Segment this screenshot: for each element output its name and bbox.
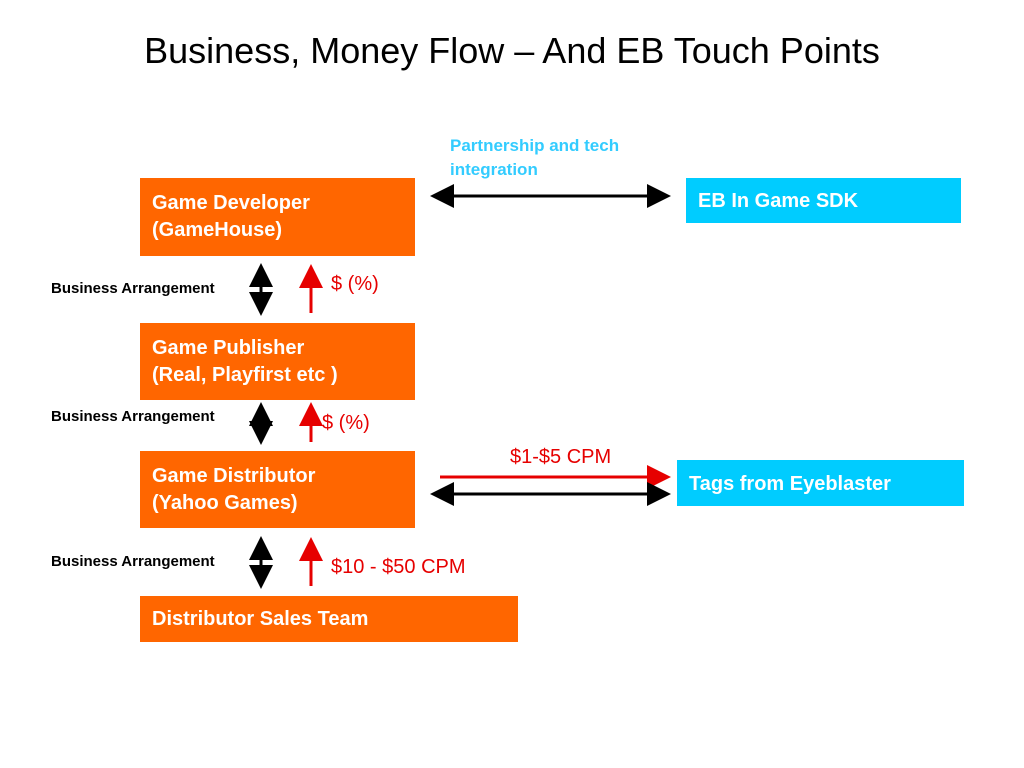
game-distributor-box: Game Distributor (Yahoo Games) [140, 451, 415, 528]
partnership-label-line1: Partnership and tech [450, 136, 620, 155]
eb-in-game-sdk-label: EB In Game SDK [698, 190, 859, 212]
game-developer-name: Game Developer [152, 192, 310, 214]
game-distributor-example: (Yahoo Games) [152, 492, 298, 514]
game-publisher-box: Game Publisher (Real, Playfirst etc ) [140, 323, 415, 400]
money-flow-label-2: $ (%) [322, 412, 370, 434]
money-flow-label-3: $10 - $50 CPM [331, 556, 466, 578]
partnership-label-line2: integration [450, 160, 538, 179]
partnership-label: Partnership and tech integration [450, 134, 619, 182]
game-publisher-name: Game Publisher [152, 337, 305, 359]
game-distributor-name: Game Distributor [152, 465, 316, 487]
cpm-tags-label: $1-$5 CPM [510, 446, 612, 468]
game-publisher-example: (Real, Playfirst etc ) [152, 364, 338, 386]
business-arrangement-label-3: Business Arrangement [51, 553, 215, 570]
business-arrangement-label-2: Business Arrangement [51, 408, 215, 425]
distributor-sales-team-box: Distributor Sales Team [140, 596, 518, 642]
game-developer-example: (GameHouse) [152, 219, 283, 241]
eb-in-game-sdk-box: EB In Game SDK [686, 178, 961, 223]
tags-from-eyeblaster-label: Tags from Eyeblaster [689, 473, 891, 495]
distributor-sales-team-name: Distributor Sales Team [152, 608, 369, 630]
game-developer-box: Game Developer (GameHouse) [140, 178, 415, 256]
slide-title: Business, Money Flow – And EB Touch Poin… [144, 30, 880, 71]
tags-from-eyeblaster-box: Tags from Eyeblaster [677, 460, 964, 506]
business-arrangement-label-1: Business Arrangement [51, 280, 215, 297]
money-flow-label-1: $ (%) [331, 273, 379, 295]
